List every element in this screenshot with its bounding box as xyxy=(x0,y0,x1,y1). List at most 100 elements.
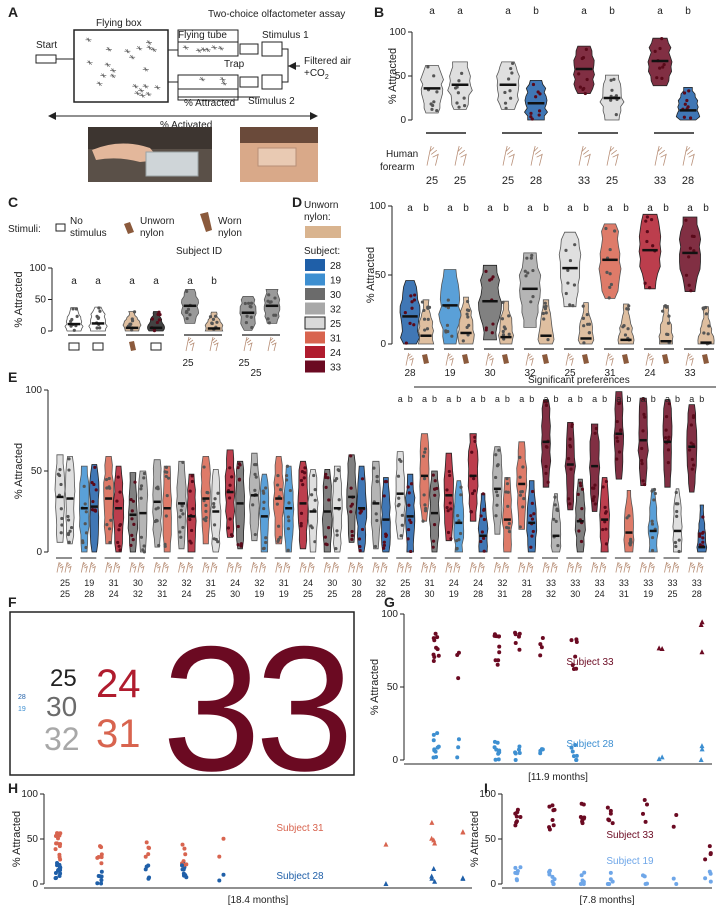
panel-d-nylon-icon xyxy=(702,354,709,364)
panel-e-violin-point xyxy=(261,547,266,551)
panel-e-letter: b xyxy=(675,394,680,404)
panel-d-worn-violin-point xyxy=(491,322,495,326)
panel-e-hand-icon xyxy=(251,561,258,573)
panel-e-violin-point xyxy=(480,530,484,534)
panel-e-violin-point xyxy=(519,490,523,494)
panel-e-violin-point xyxy=(313,498,317,502)
panel-d-unworn-violin-point xyxy=(627,304,631,308)
panel-d-worn-violin-point xyxy=(689,289,693,293)
panel-c-violin-point xyxy=(245,314,249,318)
unworn-nylon-icon xyxy=(124,222,134,234)
panel-e-violin-point xyxy=(407,491,411,495)
panel-h-point-s1 xyxy=(184,862,189,867)
filtered-air-label: Filtered air xyxy=(304,56,352,67)
panel-e-violin-point xyxy=(181,512,185,516)
f-24: 24 xyxy=(96,662,141,706)
panel-e-violin-point xyxy=(131,499,135,503)
panel-e-violin-point xyxy=(253,462,257,467)
panel-h-point-s2 xyxy=(144,864,149,869)
panel-e-violin-point xyxy=(163,470,167,474)
panel-b-violin-point xyxy=(457,79,461,83)
mosquito-icon xyxy=(182,45,189,50)
panel-e-violin-point xyxy=(310,493,314,497)
mosquito-icon xyxy=(211,45,218,50)
panel-b-violin-point xyxy=(682,91,687,95)
panel-g-point-s2 xyxy=(659,754,665,760)
panel-b-violin-point xyxy=(503,101,508,105)
panel-e-violin-point xyxy=(324,485,328,489)
panel-d-worn-violin-point xyxy=(564,291,568,296)
panel-e-hand-icon xyxy=(566,561,574,573)
panel-e-violin-point xyxy=(691,442,695,447)
panel-e-subject-label: 28 xyxy=(522,589,532,599)
panel-b-hand-icon xyxy=(578,145,591,166)
panel-e-violin-point xyxy=(375,479,379,483)
panel-d-worn-violin-point xyxy=(643,281,647,285)
panel-b-violin-point xyxy=(456,91,460,95)
panel-i-series2-label: Subject 19 xyxy=(606,856,654,867)
panel-e-violin-point xyxy=(652,487,657,492)
panel-e-violin-point xyxy=(650,535,655,540)
panel-e-violin-point xyxy=(357,537,362,541)
panel-e-violin-point xyxy=(455,547,459,551)
panel-b-violin-point xyxy=(585,77,589,82)
panel-b-violin-point xyxy=(653,49,657,53)
panel-e-hand-icon xyxy=(502,561,509,573)
panel-e-violin-point xyxy=(447,469,451,474)
panel-d-unworn-violin-point xyxy=(587,331,592,335)
panel-c-label: C xyxy=(8,194,18,210)
panel-i-point-s2 xyxy=(708,879,713,884)
mosquito-icon xyxy=(219,77,226,82)
flying-box xyxy=(73,29,169,103)
panel-e-violin xyxy=(89,464,100,553)
panel-e-violin-point xyxy=(139,484,144,488)
panel-d-worn-violin-point xyxy=(690,234,695,238)
mosquito-icon xyxy=(195,48,202,53)
panel-e-violin-point xyxy=(131,537,135,542)
panel-b-violin-point xyxy=(432,74,436,78)
panel-b-x-label: 25 xyxy=(502,175,514,187)
panel-e-violin-point xyxy=(423,509,428,513)
panel-d-unworn-violin-point xyxy=(706,332,710,336)
panel-e-label: E xyxy=(8,369,17,385)
panel-e-subject-label: 28 xyxy=(400,589,410,599)
panel-d-unworn-violin-point xyxy=(507,332,511,336)
panel-d-unworn-violin xyxy=(617,303,635,345)
panel-e-violin-point xyxy=(576,492,580,496)
panel-c-subject-label: 25 xyxy=(238,358,250,369)
panel-e-violin-point xyxy=(350,529,354,534)
panel-g-tick-label: 0 xyxy=(392,755,398,766)
panel-e-letter: a xyxy=(568,394,573,404)
panel-c-violin-point xyxy=(185,310,189,314)
panel-e-subject-label: 31 xyxy=(522,578,532,588)
panel-c-letter: a xyxy=(187,276,193,287)
panel-e-violin-point xyxy=(334,547,338,551)
panel-e-violin-point xyxy=(91,499,95,504)
panel-e-violin-point xyxy=(676,502,680,506)
panel-e-violin-point xyxy=(603,505,607,509)
panel-b-letter: a xyxy=(457,6,463,17)
panel-e-violin-point xyxy=(253,488,257,492)
panel-d-worn-violin-point xyxy=(608,247,612,252)
panel-e-violin-point xyxy=(640,458,644,463)
panel-e-hand-icon xyxy=(210,561,218,573)
panel-e-violin-point xyxy=(674,490,678,495)
panel-e-violin-point xyxy=(333,479,337,483)
panel-e-violin-point xyxy=(529,514,533,518)
panel-e-violin-point xyxy=(181,460,185,465)
panel-e-hand-icon xyxy=(372,561,380,573)
panel-e-violin-point xyxy=(67,531,71,536)
panel-b-violin-point xyxy=(614,113,618,117)
panel-h-point-s1 xyxy=(182,846,187,851)
panel-d-worn-violin-point xyxy=(526,271,530,275)
panel-d-worn-violin-point xyxy=(645,230,649,234)
panel-e-violin-point xyxy=(518,475,522,479)
panel-e-violin-point xyxy=(422,477,427,481)
panel-e-violin-point xyxy=(264,536,268,540)
panel-e-violin-point xyxy=(117,544,121,548)
panel-d-worn-violin-point xyxy=(450,334,454,338)
mosquito-icon xyxy=(96,81,103,86)
panel-b-violin-point xyxy=(508,89,512,93)
panel-i-point-s1 xyxy=(606,817,611,822)
panel-e-violin-point xyxy=(530,489,535,494)
